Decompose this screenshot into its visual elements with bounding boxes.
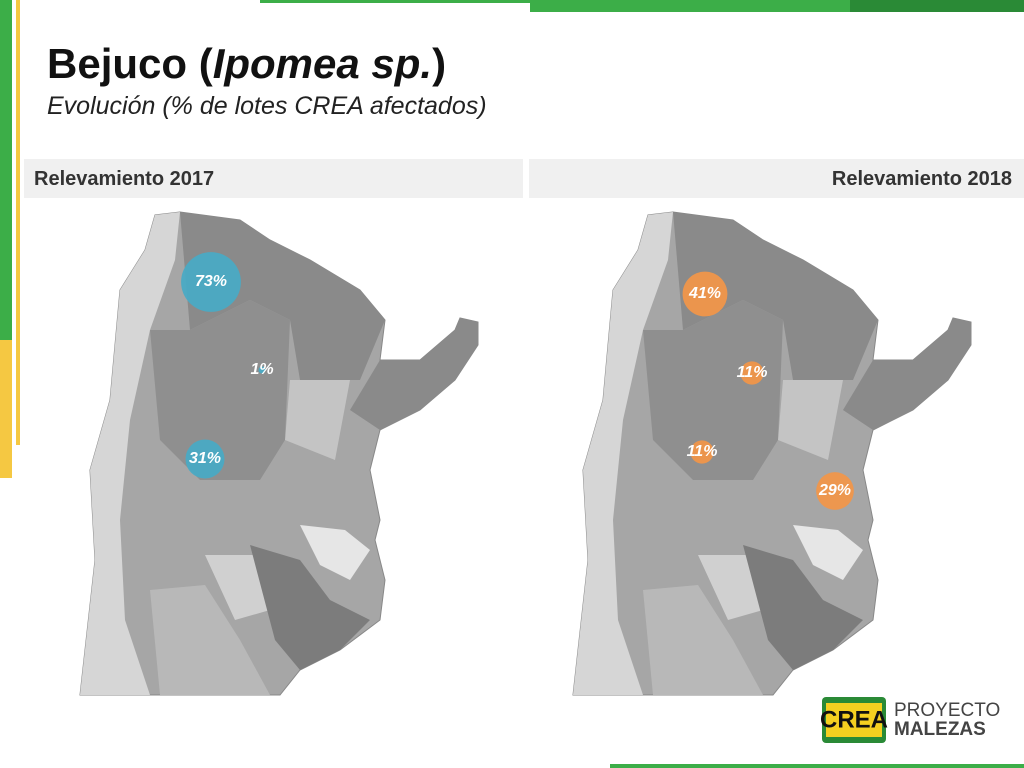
logo-line1: PROYECTO — [894, 700, 1000, 721]
panel-header: Relevamiento 2018 — [529, 159, 1024, 198]
marker — [185, 439, 225, 479]
logo-line2: MALEZAS — [894, 719, 986, 740]
marker — [690, 440, 714, 464]
top-bar — [850, 0, 1024, 12]
panel-header: Relevamiento 2017 — [24, 159, 523, 198]
side-bar — [0, 0, 12, 340]
map-shape — [572, 211, 972, 696]
marker — [181, 252, 241, 312]
logo-badge: CREA — [820, 706, 888, 733]
marker — [740, 361, 764, 385]
side-bar — [0, 340, 12, 478]
map-shape — [79, 211, 479, 696]
title-part: Bejuco ( — [47, 40, 213, 87]
marker-label: 11% — [737, 364, 768, 381]
marker-label: 29% — [818, 482, 851, 499]
top-bar — [260, 0, 530, 3]
title-part: ) — [432, 40, 447, 87]
marker-label: 73% — [195, 273, 227, 290]
marker-label: 1% — [250, 361, 273, 378]
title-italic: Ipomea sp. — [212, 40, 433, 87]
marker — [682, 271, 728, 317]
marker-label: 41% — [688, 285, 721, 302]
bottom-bar — [610, 764, 1024, 768]
marker-label: 11% — [687, 443, 718, 460]
title: Bejuco (Ipomea sp.) — [47, 40, 446, 88]
subtitle: Evolución (% de lotes CREA afectados) — [47, 92, 487, 120]
logo-badge-bg — [826, 703, 882, 737]
top-bar — [530, 0, 850, 12]
marker — [258, 366, 266, 374]
marker — [816, 472, 854, 510]
marker-label: 31% — [189, 450, 221, 467]
side-bar — [16, 0, 20, 445]
markers: 73% 1% 31% 41% 11% 11% 29% — [181, 252, 854, 510]
